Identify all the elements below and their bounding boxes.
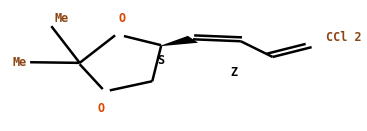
Text: Me: Me (12, 56, 26, 69)
Text: CCl 2: CCl 2 (326, 31, 361, 44)
Polygon shape (161, 36, 198, 46)
Text: O: O (97, 102, 105, 115)
Text: S: S (157, 54, 165, 67)
Text: O: O (119, 12, 126, 26)
Text: Me: Me (55, 12, 69, 25)
Text: Z: Z (230, 66, 237, 79)
